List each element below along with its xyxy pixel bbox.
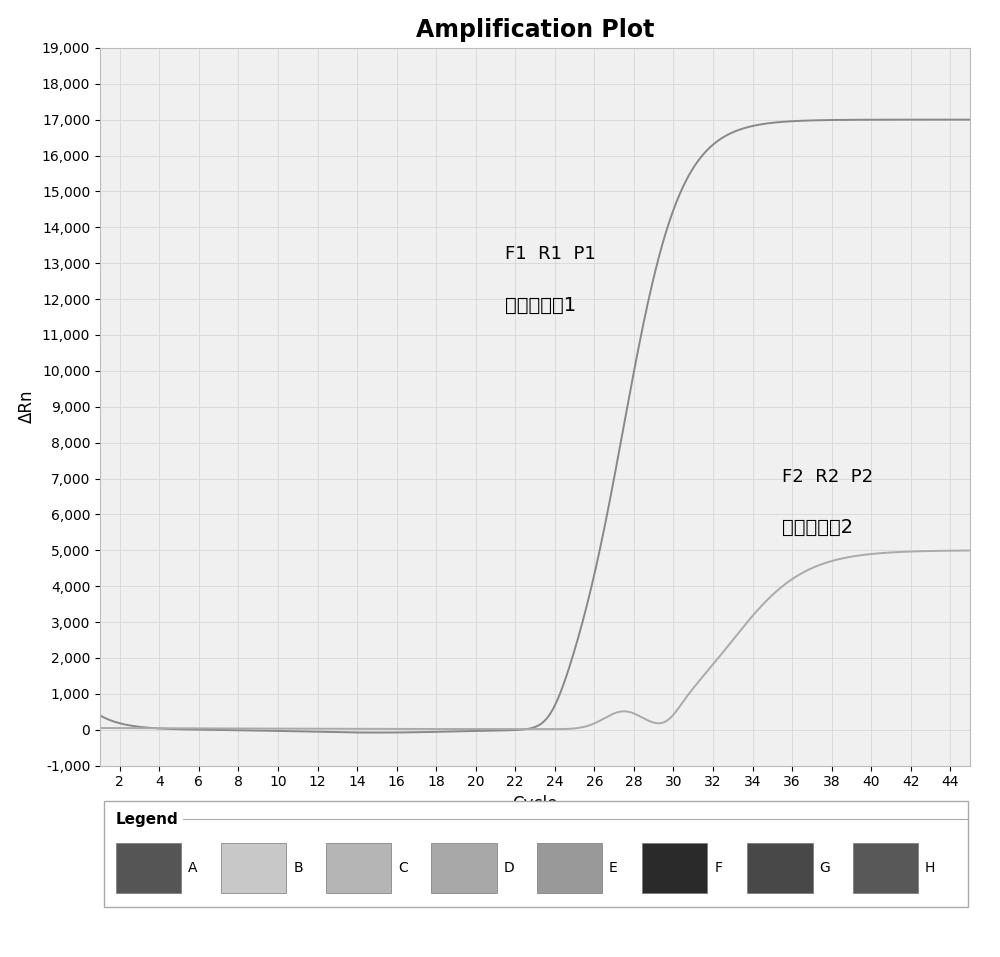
Bar	[221, 843, 286, 893]
Text: F1  R1  P1: F1 R1 P1	[505, 245, 596, 263]
Text: 引物、探酧1: 引物、探酧1	[505, 296, 576, 315]
Text: C: C	[398, 860, 408, 875]
Text: B: B	[293, 860, 303, 875]
X-axis label: Cycle: Cycle	[512, 795, 558, 812]
Bar	[116, 843, 181, 893]
Text: Legend: Legend	[116, 812, 178, 827]
Title: Amplification Plot: Amplification Plot	[416, 18, 654, 42]
Text: G: G	[819, 860, 830, 875]
Text: F2  R2  P2: F2 R2 P2	[782, 468, 873, 485]
Y-axis label: ΔRn: ΔRn	[18, 389, 36, 424]
Text: D: D	[504, 860, 514, 875]
Text: A: A	[188, 860, 197, 875]
Bar	[747, 843, 813, 893]
Bar	[853, 843, 918, 893]
Bar	[537, 843, 602, 893]
Text: E: E	[609, 860, 618, 875]
Text: 引物、探酧2: 引物、探酧2	[782, 518, 853, 537]
Text: F: F	[714, 860, 722, 875]
Bar	[642, 843, 707, 893]
Bar	[431, 843, 497, 893]
Text: H: H	[925, 860, 935, 875]
Bar	[326, 843, 391, 893]
